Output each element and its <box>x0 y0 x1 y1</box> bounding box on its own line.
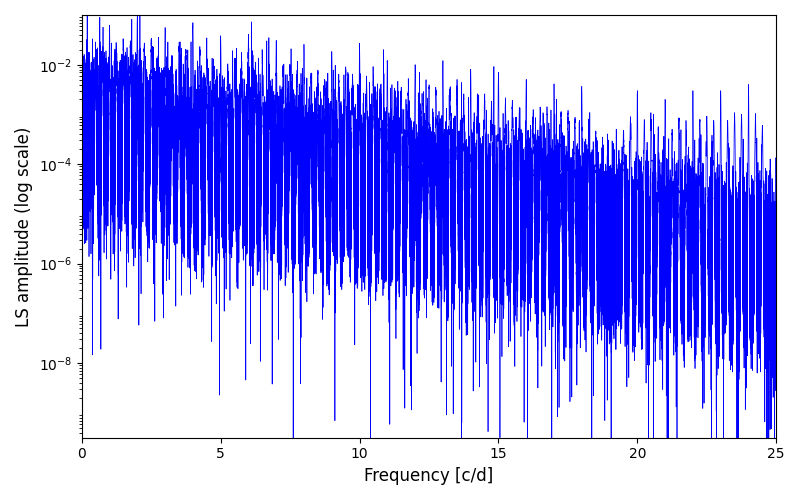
Y-axis label: LS amplitude (log scale): LS amplitude (log scale) <box>15 126 33 326</box>
X-axis label: Frequency [c/d]: Frequency [c/d] <box>364 467 494 485</box>
